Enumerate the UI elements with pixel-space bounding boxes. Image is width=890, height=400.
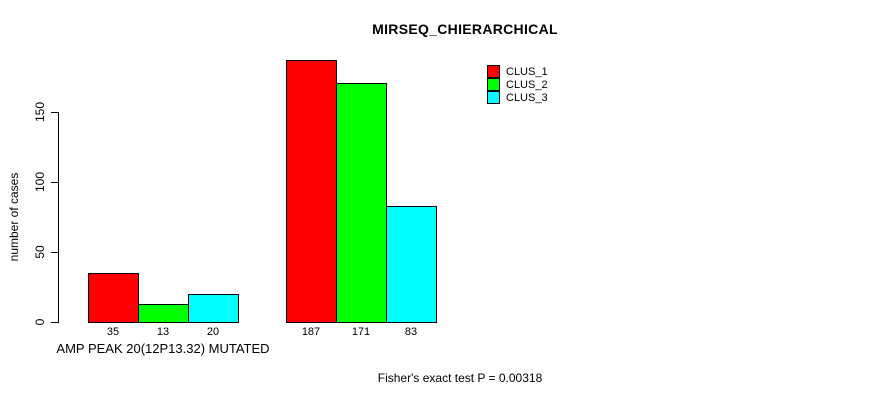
bar-value-label: 83 [404,326,418,338]
bar-clus_1-group1 [88,273,139,323]
y-tick-mark [51,252,58,253]
y-tick-label: 50 [33,245,47,259]
legend: CLUS_1 CLUS_2 CLUS_3 [487,65,548,104]
y-tick-label: 100 [33,171,47,193]
legend-item-clus_2: CLUS_2 [487,78,548,91]
bar-value-label: 13 [156,326,170,338]
bar-value-label: 35 [106,326,120,338]
legend-item-clus_3: CLUS_3 [487,91,548,104]
y-axis-label: number of cases [7,172,21,262]
legend-label: CLUS_2 [506,78,548,91]
legend-item-clus_1: CLUS_1 [487,65,548,78]
legend-swatch-clus_1 [487,65,500,78]
y-tick-mark [51,112,58,113]
fisher-test-annotation: Fisher's exact test P = 0.00318 [377,371,543,385]
y-tick-label: 0 [33,318,47,326]
x-axis-group-label: AMP PEAK 20(12P13.32) MUTATED [56,341,270,356]
legend-label: CLUS_1 [506,65,548,78]
bar-value-label: 187 [301,326,321,338]
legend-swatch-clus_3 [487,91,500,104]
legend-swatch-clus_2 [487,78,500,91]
bar-clus_3-group1 [188,294,239,323]
bar-clus_2-group1 [138,304,189,323]
bar-value-label: 20 [206,326,220,338]
legend-label: CLUS_3 [506,91,548,104]
y-axis-line [58,112,59,323]
y-tick-mark [51,182,58,183]
bar-clus_1-group2 [286,60,337,323]
chart-title: MIRSEQ_CHIERARCHICAL [372,21,558,37]
bar-clus_2-group2 [336,83,387,323]
bar-value-label: 171 [351,326,371,338]
y-tick-label: 150 [33,101,47,123]
bar-clus_3-group2 [386,206,437,323]
y-tick-mark [51,322,58,323]
